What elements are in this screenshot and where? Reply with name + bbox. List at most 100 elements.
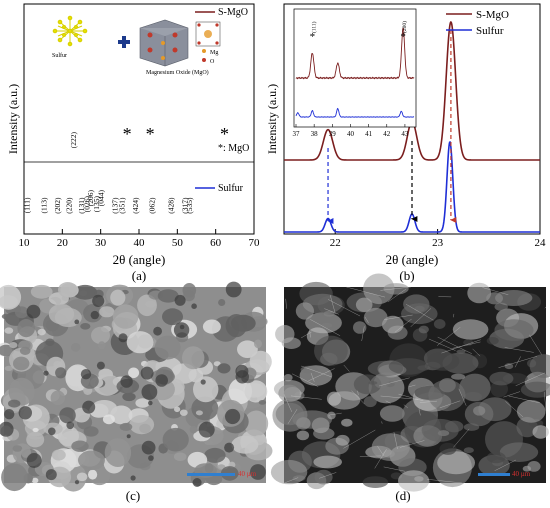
sem-particle-c [1, 463, 28, 492]
sem-particle-c [91, 400, 118, 418]
sem-fiber-d [436, 327, 461, 346]
sem-particle-c [51, 449, 66, 461]
sem-pore-c [141, 440, 156, 455]
sem-pore-c [48, 427, 56, 436]
sem-particle-c [213, 361, 221, 367]
sem-fiber-d [453, 428, 470, 448]
sem-fiber-d [452, 341, 481, 349]
legend-a: S-MgO Sulfur [195, 7, 248, 194]
sem-fiber-d [441, 339, 481, 354]
sem-pore-c [4, 409, 15, 420]
sem-particle-c [19, 346, 31, 355]
sem-feature-d [486, 337, 499, 345]
mgo-crystal-icon [139, 19, 189, 67]
sem-feature-d [452, 319, 489, 340]
sem-feature-d [353, 321, 367, 334]
inset-ticks-b: 37 38 39 40 41 42 43 [293, 124, 409, 138]
sem-particle-c [80, 323, 91, 330]
sem-particle-c [79, 290, 88, 297]
sem-particle-c [8, 377, 35, 406]
inset-curves-b [295, 27, 415, 118]
x-tick-label-a-4: 50 [172, 237, 184, 249]
sem-feature-d [428, 379, 466, 412]
sem-feature-d [495, 290, 533, 306]
sem-particle-c [225, 314, 247, 338]
sem-fiber-d [351, 390, 365, 405]
sem-feature-d [459, 373, 491, 402]
sem-particle-c [50, 390, 65, 406]
sem-fiber-d [508, 395, 540, 404]
sem-pore-c [96, 361, 105, 370]
sem-particle-c [119, 422, 133, 431]
sem-particle-c [154, 335, 181, 360]
sem-particle-c [139, 423, 151, 434]
inset-tick-label-1: 38 [311, 130, 319, 138]
sem-particle-c [179, 409, 188, 416]
sem-fiber-d [380, 286, 411, 291]
sem-particle-c [4, 327, 14, 334]
hkl-label-4: (222) [69, 132, 78, 149]
sem-particle-c [78, 450, 105, 471]
sem-feature-d [368, 381, 378, 385]
inset-line-sulfur [295, 107, 415, 118]
sem-fiber-d [383, 466, 406, 472]
inset-tick-label-0: 37 [293, 130, 301, 138]
sem-feature-d [527, 461, 541, 472]
sem-fiber-d [385, 400, 391, 404]
sem-pore-c [200, 379, 206, 385]
sem-fiber-d [309, 329, 311, 338]
sem-particle-c [30, 284, 53, 299]
sem-pore-c [225, 408, 241, 425]
x-axis-label-a: 2θ (angle) [113, 252, 166, 267]
structure-inset: Sulfur Mg O Magnesium Oxide [52, 15, 221, 76]
sem-pore-c [235, 370, 249, 384]
inset-hkl-labels-b: *(111)*(200) [310, 21, 409, 43]
sem-particle-c [104, 438, 132, 467]
sem-particle-c [13, 356, 30, 371]
sem-fiber-d [514, 356, 521, 368]
sem-fiber-d [381, 421, 383, 424]
sem-feature-d [516, 400, 546, 423]
sem-fiber-d [472, 348, 481, 357]
inset-tick-label-4: 41 [365, 130, 373, 138]
sem-pore-c [174, 294, 186, 306]
sem-fiber-d [285, 298, 287, 309]
sem-fiber-d [361, 326, 365, 342]
sem-pore-c [155, 374, 168, 387]
sem-particle-c [110, 289, 126, 306]
sem-particle-c [88, 469, 98, 480]
sem-feature-d [278, 384, 300, 402]
hkl-label-12: (424) [131, 197, 140, 214]
sem-particle-c [189, 425, 198, 434]
sem-pore-c [26, 304, 41, 319]
sem-particle-c [249, 350, 272, 373]
sem-feature-d [327, 411, 336, 420]
sem-pore-c [80, 369, 92, 380]
sem-fiber-d [384, 314, 413, 320]
sem-particle-c [20, 446, 31, 458]
sem-feature-d [489, 371, 514, 386]
mgo-marker-1: * [146, 124, 155, 144]
panel-d: 40 µm (d) [270, 273, 550, 503]
sem-fiber-d [408, 384, 416, 388]
sem-particle-c [76, 472, 88, 482]
sem-feature-d [300, 365, 318, 374]
hkl-labels-a: (111) (113) (202) (220) (222) (131)(026)(206)… [23, 132, 195, 214]
sem-pore-c [43, 370, 49, 376]
sem-particle-c [193, 376, 219, 403]
sem-fiber-d [343, 364, 350, 372]
sem-particle-c [0, 284, 22, 310]
x-tick-label-a-5: 60 [210, 237, 222, 249]
sem-particle-c [182, 346, 205, 370]
sem-pore-c [45, 469, 57, 481]
sem-particle-c [9, 342, 18, 349]
sem-pore-c [0, 421, 14, 437]
sem-feature-d [520, 381, 550, 398]
sem-fiber-d [310, 372, 315, 382]
inset-hkl-label-0: (111) [310, 21, 317, 33]
legend-label-smgo-a: S-MgO [218, 7, 248, 18]
hkl-label-15: (317) [180, 197, 189, 214]
sem-particle-c [174, 406, 181, 413]
sem-fiber-d [308, 368, 335, 382]
inset-label-sulfur: Sulfur [52, 52, 67, 59]
